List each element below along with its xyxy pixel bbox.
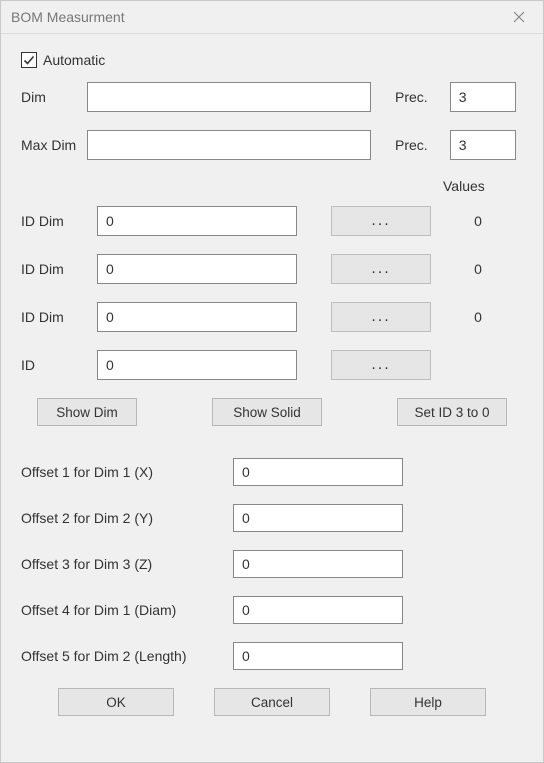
offset-label-2: Offset 2 for Dim 2 (Y) bbox=[21, 510, 233, 526]
id-dim-value-3: 0 bbox=[463, 309, 493, 325]
set-id-button[interactable]: Set ID 3 to 0 bbox=[397, 398, 507, 426]
offset-label-3: Offset 3 for Dim 3 (Z) bbox=[21, 556, 233, 572]
offset-row-1: Offset 1 for Dim 1 (X) bbox=[21, 458, 523, 486]
dialog-window: BOM Measurment Automatic Dim Prec. bbox=[0, 0, 544, 763]
cancel-button[interactable]: Cancel bbox=[214, 688, 330, 716]
dim-input[interactable] bbox=[87, 82, 371, 112]
id-rows: ID Dim ... 0 ID Dim ... 0 ID Dim ... 0 I… bbox=[21, 206, 523, 380]
dim-prec-input[interactable] bbox=[450, 82, 516, 112]
maxdim-row: Max Dim Prec. bbox=[21, 130, 523, 160]
id-dim-input-2[interactable] bbox=[97, 254, 297, 284]
id-dim-input-3[interactable] bbox=[97, 302, 297, 332]
id-browse-4[interactable]: ... bbox=[331, 350, 431, 380]
dim-label: Dim bbox=[21, 89, 87, 105]
values-header: Values bbox=[21, 178, 523, 194]
offset-row-4: Offset 4 for Dim 1 (Diam) bbox=[21, 596, 523, 624]
dialog-content: Automatic Dim Prec. Max Dim Prec. Values… bbox=[1, 34, 543, 762]
maxdim-prec-input[interactable] bbox=[450, 130, 516, 160]
close-button[interactable] bbox=[499, 3, 539, 31]
id-dim-input-1[interactable] bbox=[97, 206, 297, 236]
dim-prec-label: Prec. bbox=[395, 89, 428, 105]
id-dim-row-1: ID Dim ... 0 bbox=[21, 206, 523, 236]
id-dim-value-1: 0 bbox=[463, 213, 493, 229]
automatic-row: Automatic bbox=[21, 52, 523, 68]
offset-row-2: Offset 2 for Dim 2 (Y) bbox=[21, 504, 523, 532]
offset-label-1: Offset 1 for Dim 1 (X) bbox=[21, 464, 233, 480]
id-input-4[interactable] bbox=[97, 350, 297, 380]
offset-input-5[interactable] bbox=[233, 642, 403, 670]
offset-input-1[interactable] bbox=[233, 458, 403, 486]
ok-button[interactable]: OK bbox=[58, 688, 174, 716]
check-icon bbox=[23, 54, 35, 66]
maxdim-input[interactable] bbox=[87, 130, 371, 160]
offset-label-5: Offset 5 for Dim 2 (Length) bbox=[21, 648, 233, 664]
id-dim-browse-1[interactable]: ... bbox=[331, 206, 431, 236]
id-label-4: ID bbox=[21, 357, 97, 373]
offset-input-2[interactable] bbox=[233, 504, 403, 532]
footer-buttons: OK Cancel Help bbox=[21, 688, 523, 716]
id-dim-browse-3[interactable]: ... bbox=[331, 302, 431, 332]
show-solid-button[interactable]: Show Solid bbox=[212, 398, 322, 426]
automatic-checkbox[interactable] bbox=[21, 52, 37, 68]
automatic-label: Automatic bbox=[43, 52, 105, 68]
action-button-row: Show Dim Show Solid Set ID 3 to 0 bbox=[21, 398, 523, 426]
offset-row-3: Offset 3 for Dim 3 (Z) bbox=[21, 550, 523, 578]
help-button[interactable]: Help bbox=[370, 688, 486, 716]
dim-row: Dim Prec. bbox=[21, 82, 523, 112]
offset-label-4: Offset 4 for Dim 1 (Diam) bbox=[21, 602, 233, 618]
close-icon bbox=[513, 11, 525, 23]
maxdim-prec-label: Prec. bbox=[395, 137, 428, 153]
id-dim-row-3: ID Dim ... 0 bbox=[21, 302, 523, 332]
titlebar: BOM Measurment bbox=[1, 1, 543, 34]
id-dim-row-2: ID Dim ... 0 bbox=[21, 254, 523, 284]
id-dim-label-3: ID Dim bbox=[21, 309, 97, 325]
dim-section: Dim Prec. Max Dim Prec. bbox=[21, 82, 523, 160]
show-dim-button[interactable]: Show Dim bbox=[37, 398, 137, 426]
maxdim-label: Max Dim bbox=[21, 137, 87, 153]
id-dim-label-1: ID Dim bbox=[21, 213, 97, 229]
id-dim-value-2: 0 bbox=[463, 261, 493, 277]
offset-row-5: Offset 5 for Dim 2 (Length) bbox=[21, 642, 523, 670]
offsets-section: Offset 1 for Dim 1 (X) Offset 2 for Dim … bbox=[21, 458, 523, 670]
offset-input-4[interactable] bbox=[233, 596, 403, 624]
window-title: BOM Measurment bbox=[11, 9, 125, 25]
id-dim-browse-2[interactable]: ... bbox=[331, 254, 431, 284]
id-dim-label-2: ID Dim bbox=[21, 261, 97, 277]
offset-input-3[interactable] bbox=[233, 550, 403, 578]
id-row-4: ID ... bbox=[21, 350, 523, 380]
